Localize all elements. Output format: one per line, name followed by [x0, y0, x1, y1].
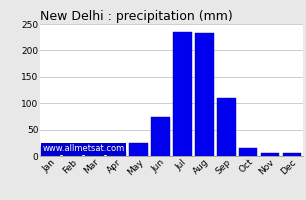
- Bar: [261, 153, 279, 156]
- Bar: [85, 149, 104, 156]
- Text: New Delhi : precipitation (mm): New Delhi : precipitation (mm): [40, 10, 233, 23]
- Bar: [41, 146, 60, 156]
- Bar: [217, 98, 236, 156]
- Bar: [173, 32, 192, 156]
- Bar: [63, 146, 82, 156]
- Bar: [107, 152, 126, 156]
- Bar: [129, 143, 148, 156]
- Bar: [151, 117, 170, 156]
- Bar: [195, 33, 214, 156]
- Bar: [239, 148, 257, 156]
- Text: www.allmetsat.com: www.allmetsat.com: [43, 144, 125, 153]
- Bar: [283, 153, 301, 156]
